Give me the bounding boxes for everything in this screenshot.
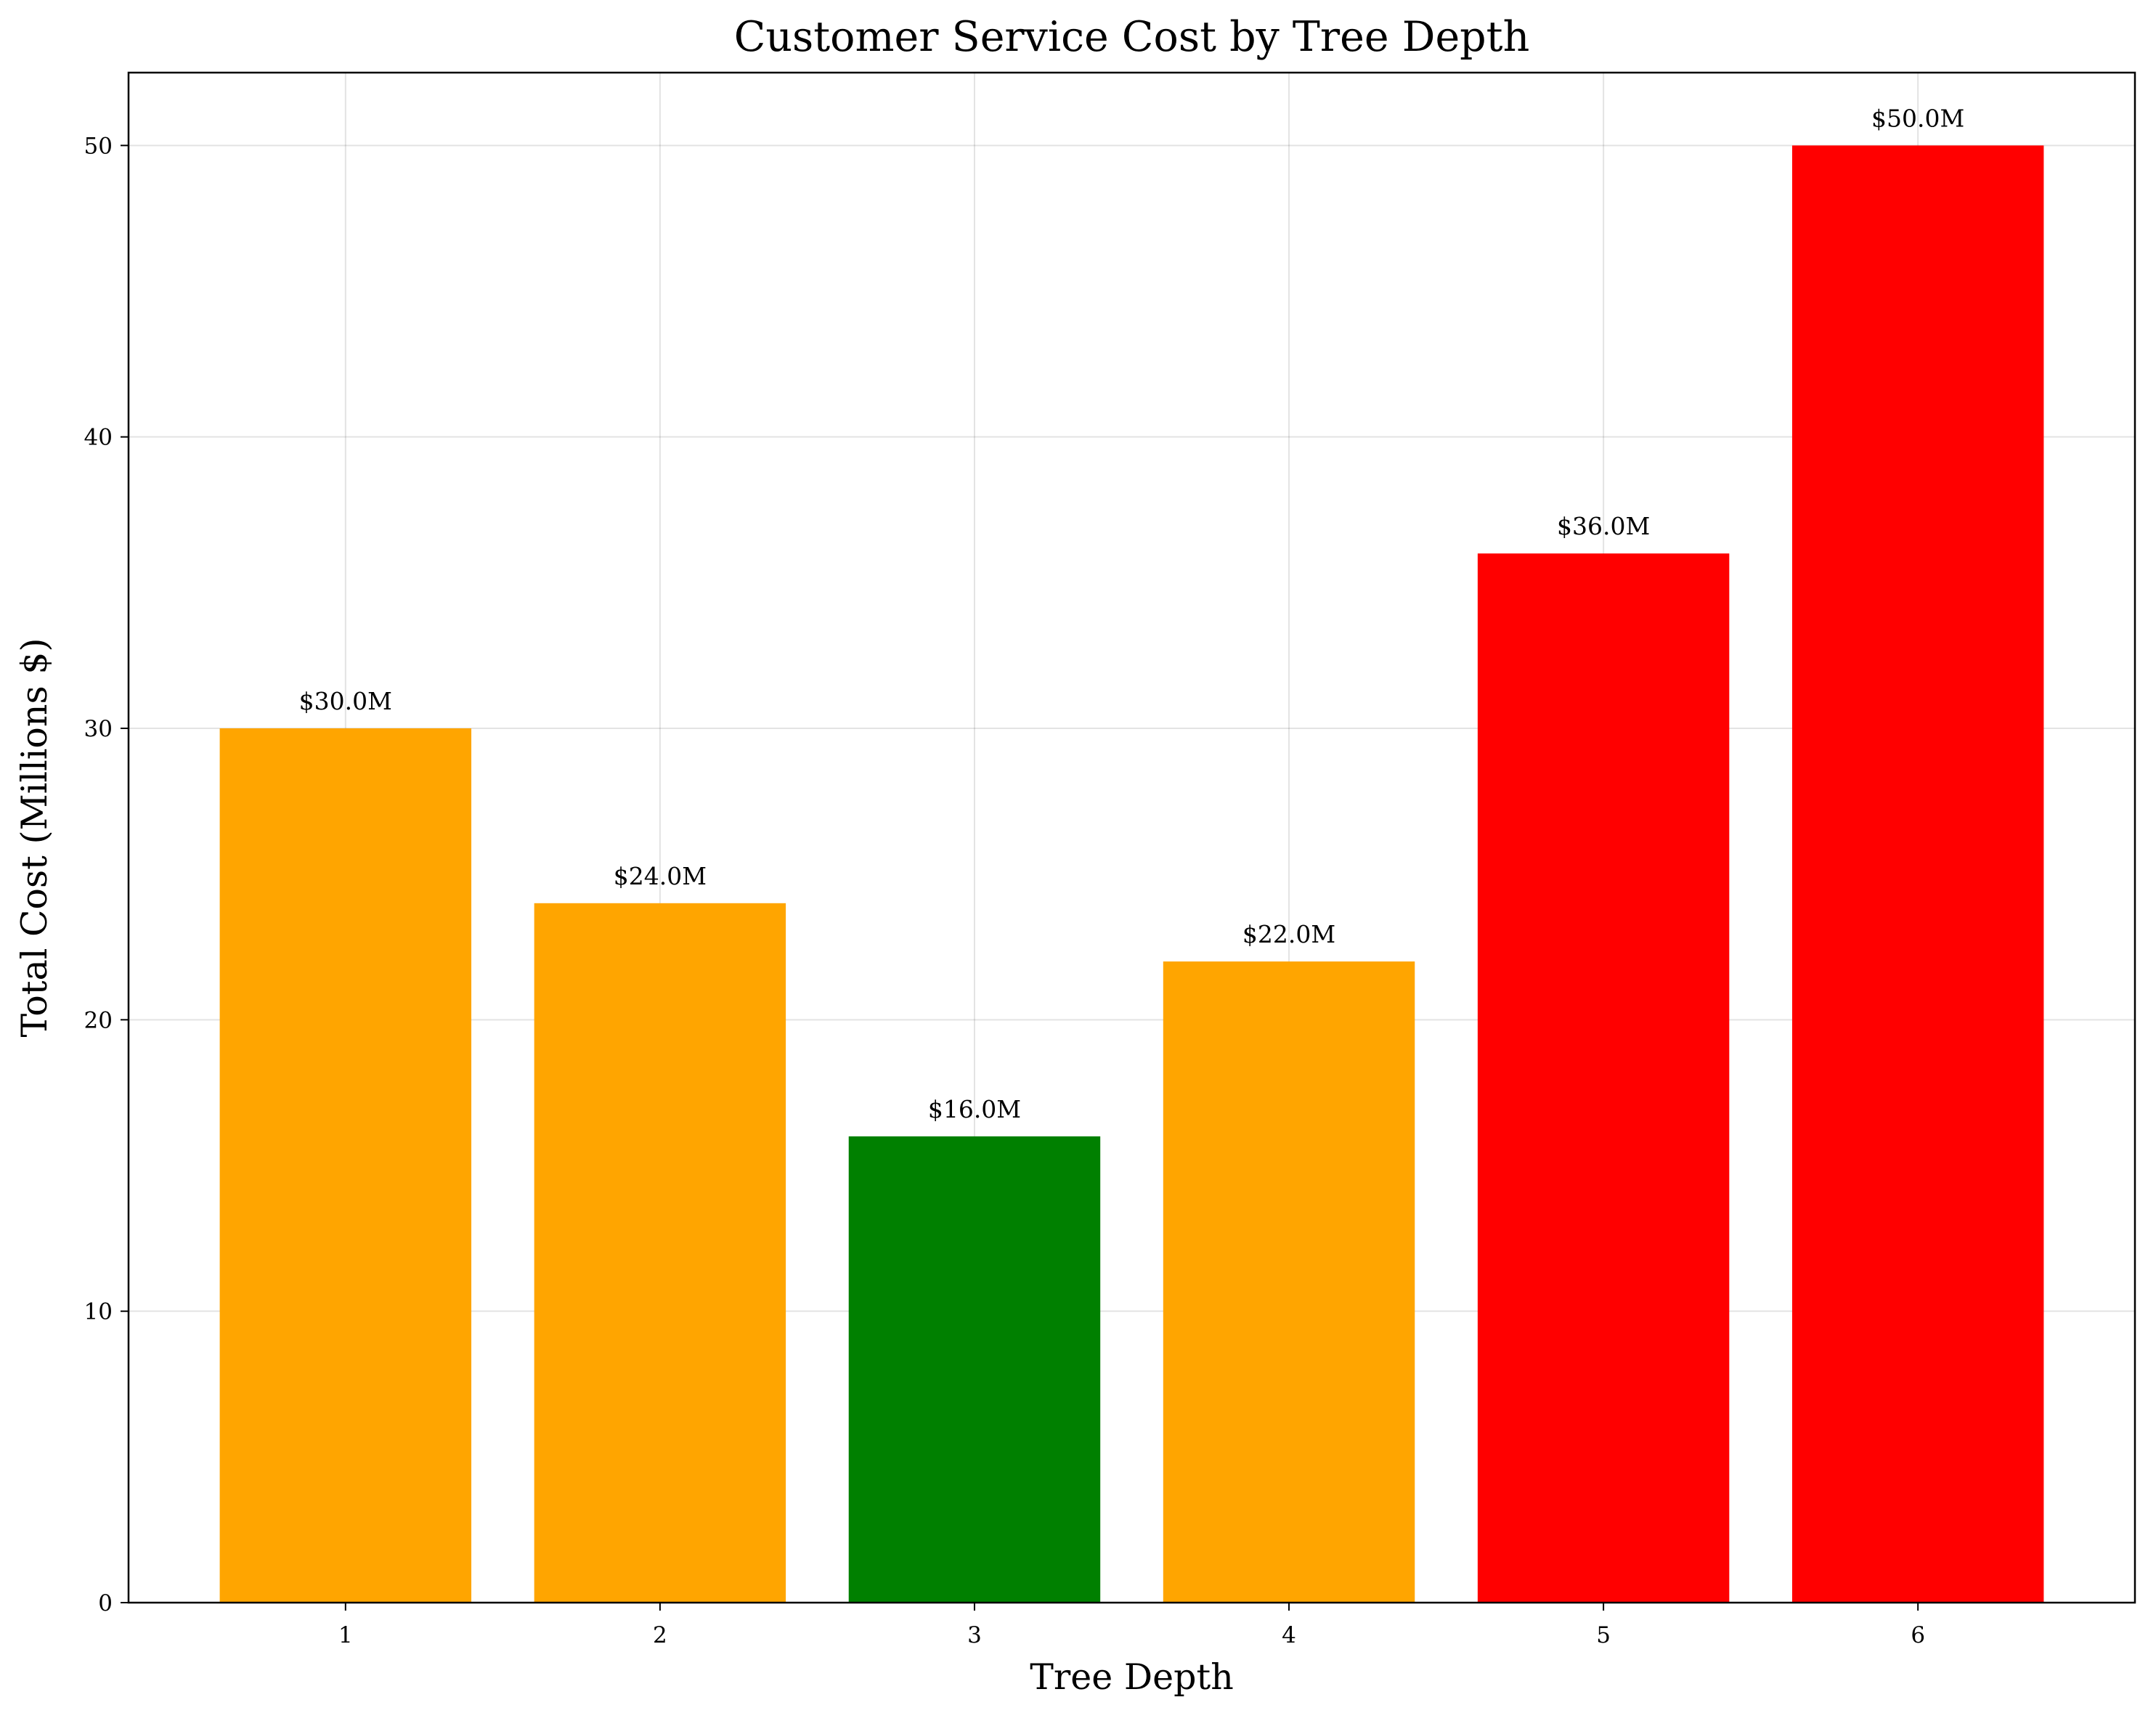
y-tick-label: 50 <box>84 133 113 159</box>
y-tick-label: 0 <box>98 1590 113 1616</box>
x-tick-label: 6 <box>1911 1622 1925 1648</box>
x-tick-label: 2 <box>653 1622 667 1648</box>
y-tick-label: 40 <box>84 425 113 451</box>
chart-title: Customer Service Cost by Tree Depth <box>734 13 1530 61</box>
bar-value-label: $22.0M <box>1242 920 1335 948</box>
bar-layer <box>219 145 2044 1603</box>
bar-value-label: $50.0M <box>1871 104 1964 132</box>
bar-depth-1 <box>219 728 472 1603</box>
x-tick-label: 4 <box>1282 1622 1296 1648</box>
y-tick-label: 20 <box>84 1007 113 1033</box>
x-tick-label: 3 <box>967 1622 982 1648</box>
bar-depth-3 <box>848 1136 1101 1603</box>
tick-layer: 0 10 20 30 40 50 1 2 3 4 5 6 <box>84 133 1926 1648</box>
y-tick-label: 30 <box>84 716 113 742</box>
bar-value-label: $36.0M <box>1557 512 1650 540</box>
bar-depth-5 <box>1477 553 1730 1603</box>
bar-value-label: $24.0M <box>614 862 707 890</box>
x-axis-label: Tree Depth <box>1030 1656 1234 1698</box>
bar-value-label: $16.0M <box>928 1095 1021 1123</box>
x-tick-label: 5 <box>1596 1622 1611 1648</box>
y-axis-label: Total Cost (Millions $) <box>14 638 55 1038</box>
x-tick-label: 1 <box>338 1622 353 1648</box>
data-label-layer: $30.0M $24.0M $16.0M $22.0M $36.0M $50.0M <box>299 104 1965 1123</box>
bar-value-label: $30.0M <box>299 687 392 715</box>
plot-frame <box>127 71 2136 1604</box>
bar-depth-4 <box>1163 961 1415 1603</box>
y-tick-label: 10 <box>84 1299 113 1325</box>
bar-depth-6 <box>1791 145 2044 1603</box>
bar-depth-2 <box>534 903 786 1603</box>
